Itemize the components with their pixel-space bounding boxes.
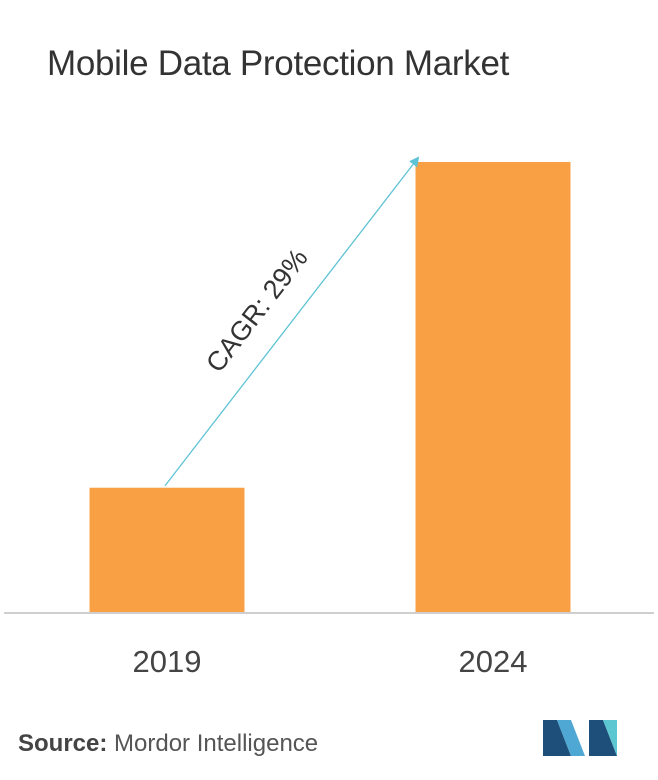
source-line: Source: Mordor Intelligence [18, 730, 318, 758]
x-tick-label-2024: 2024 [459, 644, 528, 679]
bar-2019 [89, 487, 245, 613]
source-label: Source: [18, 730, 108, 757]
cagr-annotation: CAGR: 29% [200, 243, 314, 378]
bar-2024 [415, 162, 571, 613]
bar-chart: 2019 2024 CAGR: 29% [4, 156, 654, 679]
mordor-intelligence-logo-icon [543, 720, 617, 756]
cagr-arrow [164, 156, 420, 487]
source-text: Mordor Intelligence [114, 730, 319, 757]
chart-title: Mobile Data Protection Market [47, 44, 510, 83]
bars-group [89, 162, 571, 613]
x-tick-label-2019: 2019 [133, 644, 202, 679]
x-tick-labels: 2019 2024 [133, 644, 528, 679]
